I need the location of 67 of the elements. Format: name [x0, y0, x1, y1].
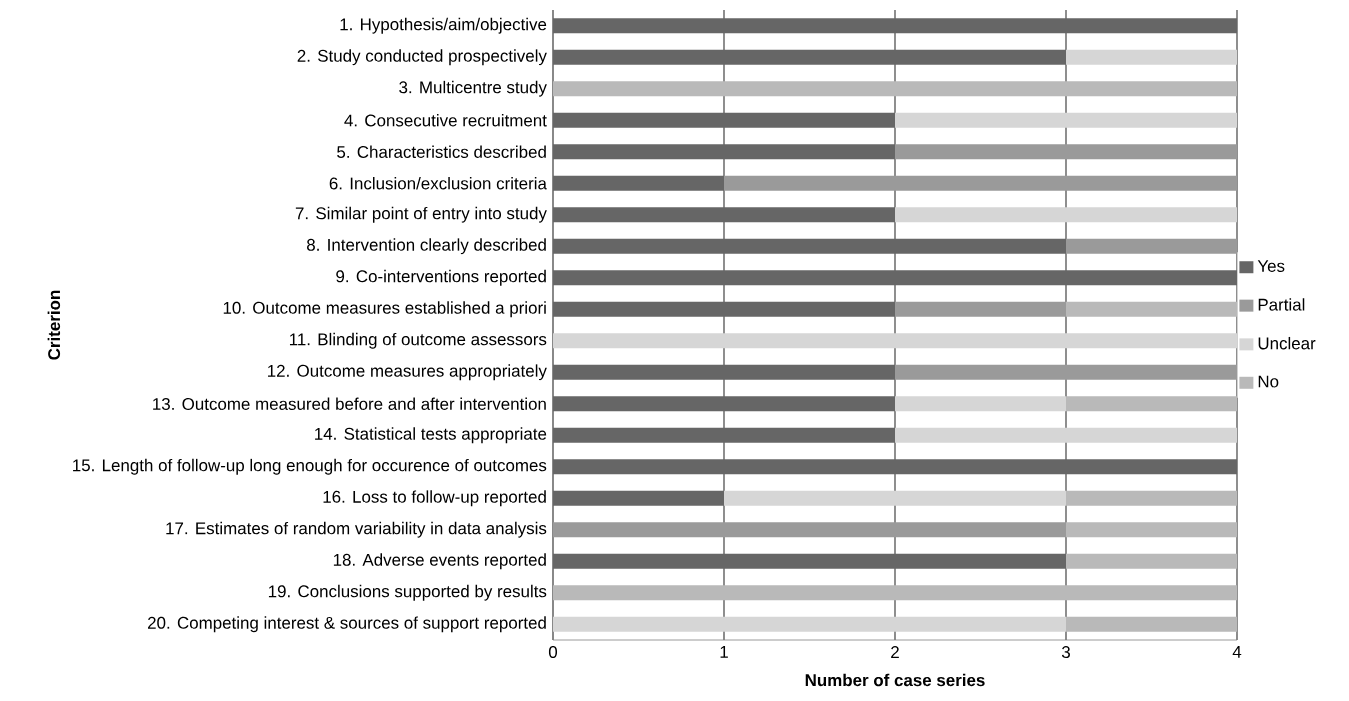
bar	[553, 207, 895, 223]
bar	[895, 301, 1066, 317]
y-tick-label: 10. Outcome measures established a priori	[223, 301, 546, 318]
bar	[553, 396, 895, 412]
bar	[724, 490, 1066, 506]
y-tick-label: 14. Statistical tests appropriate	[315, 427, 547, 444]
bar	[553, 175, 724, 191]
bar	[553, 364, 895, 380]
bar	[1066, 396, 1237, 412]
y-tick-label: 2. Study conducted prospectively	[297, 49, 547, 66]
bar	[895, 396, 1066, 412]
legend-label: Unclear	[1258, 336, 1316, 350]
bar	[553, 490, 724, 506]
x-tick-label: 0	[548, 646, 558, 659]
x-tick-label: 1	[720, 646, 728, 658]
y-tick-label: 12. Outcome measures appropriately	[268, 364, 547, 381]
y-tick-label: 7. Similar point of entry into study	[295, 206, 547, 223]
bar	[553, 18, 1237, 34]
bar	[553, 427, 895, 443]
bar	[553, 585, 1237, 601]
legend-label: No	[1258, 375, 1279, 388]
bar	[1066, 490, 1237, 506]
bar	[724, 175, 1237, 191]
y-tick-label: 8. Intervention clearly described	[307, 238, 546, 255]
bar	[553, 238, 1066, 254]
bar	[553, 270, 1237, 286]
bar	[1066, 49, 1237, 65]
y-tick-label: 6. Inclusion/exclusion criteria	[329, 177, 547, 190]
bar	[1066, 616, 1237, 632]
y-tick-label: 16. Loss to follow-up reported	[323, 490, 546, 507]
y-tick-label: 3. Multicentre study	[399, 80, 547, 97]
y-tick-label: 18. Adverse events reported	[333, 553, 546, 570]
y-tick-label: 13. Outcome measured before and after intervention	[153, 397, 546, 410]
bar	[1066, 522, 1237, 538]
bar	[895, 427, 1237, 443]
bar	[553, 49, 1066, 65]
legend-label: Partial	[1258, 298, 1305, 311]
bar	[1066, 553, 1237, 569]
bar	[1066, 238, 1237, 254]
bar	[895, 144, 1237, 160]
y-tick-label: 11. Blinding of outcome assessors	[289, 332, 547, 349]
bar	[895, 112, 1237, 128]
bar	[553, 112, 895, 128]
bar	[895, 207, 1237, 223]
x-tick-label: 2	[891, 646, 899, 658]
x-tick-label: 4	[1232, 646, 1242, 658]
bar	[1066, 301, 1237, 317]
y-tick-label: 9. Co-interventions reported	[336, 269, 546, 286]
x-tick-label: 3	[1061, 646, 1070, 659]
y-tick-label: 1. Hypothesis/aim/objective	[340, 17, 547, 34]
y-tick-label: 4. Consecutive recruitment	[344, 114, 547, 127]
y-tick-label: 15. Length of follow-up long enough for occurence of outcomes	[73, 458, 547, 475]
legend-label: Yes	[1257, 260, 1285, 272]
y-tick-label: 19. Conclusions supported by results	[268, 584, 547, 601]
bar	[553, 553, 1066, 569]
x-axis-title: Number of case series	[805, 673, 985, 687]
y-axis-title: Criterion	[47, 290, 61, 360]
y-tick-label: 5. Characteristics described	[337, 145, 546, 158]
bar	[553, 616, 1066, 632]
bar	[553, 459, 1237, 475]
bar	[553, 522, 1066, 538]
y-tick-label: 17. Estimates of random variability in data analysis	[166, 521, 547, 538]
bar	[553, 81, 1237, 97]
bar	[553, 301, 895, 317]
y-tick-label: 20. Competing interest & sources of support reported	[148, 616, 546, 633]
bar	[553, 144, 895, 160]
bar	[895, 364, 1237, 380]
